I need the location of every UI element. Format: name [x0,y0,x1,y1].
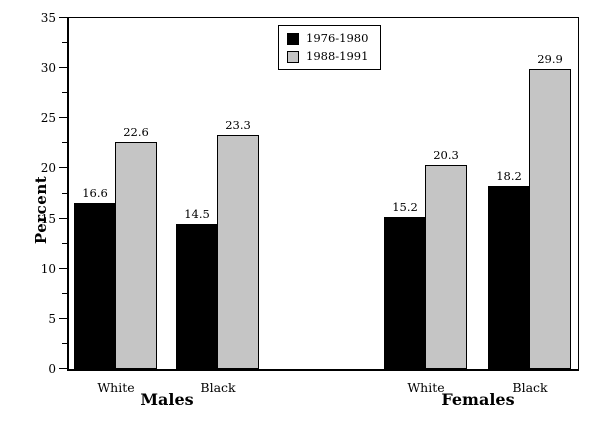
y-axis-tick-label: 30 [40,61,56,76]
x-axis-category-label: Black [200,380,236,395]
bar-females-white-1988-1991 [425,165,467,369]
y-axis-tick-label: 5 [48,311,56,326]
bar-value-label: 14.5 [184,207,210,221]
y-axis-major-tick [59,267,67,269]
bar-value-label: 29.9 [537,52,563,66]
bar-females-black-1976-1980 [488,186,530,369]
legend: 1976-1980 1988-1991 [278,25,382,70]
plot-area: Percent 0 5 10 15 20 25 30 35 16.6 14.5 15.2 18.2 22… [32,11,579,409]
y-axis-major-tick [59,317,67,319]
legend-item-1988-1991: 1988-1991 [287,50,368,63]
bar-value-label: 23.3 [225,118,251,132]
bar-value-label: 18.2 [496,169,522,183]
x-axis-category-label: White [407,380,445,395]
y-axis-major-tick [59,167,67,169]
y-axis-minor-tick [62,342,67,344]
y-axis-tick-label: 25 [40,111,56,126]
bar-males-black-1988-1991 [217,135,259,369]
bar-females-white-1976-1980 [384,217,426,369]
y-axis-major-tick [59,67,67,69]
y-axis-major-tick [59,117,67,119]
y-axis-tick-label: 10 [40,261,56,276]
y-axis-major-tick [59,217,67,219]
legend-swatch-1976-1980 [287,32,299,45]
bar-males-white-1988-1991 [115,142,157,369]
bar-value-label: 16.6 [82,186,108,200]
x-axis-category-label: Black [512,380,548,395]
y-axis-minor-tick [62,42,67,44]
y-axis-minor-tick [62,142,67,144]
bar-value-label: 22.6 [123,125,149,139]
y-axis-tick-label: 20 [40,161,56,176]
y-axis-tick-label: 35 [40,11,56,25]
x-axis-group-label: Males [140,390,194,409]
x-axis-category-label: White [97,380,135,395]
legend-label: 1976-1980 [306,31,369,45]
bar-males-white-1976-1980 [74,203,116,369]
y-axis-minor-tick [62,92,67,94]
y-axis-tick-label: 0 [48,362,56,376]
bar-value-label: 15.2 [392,200,418,214]
y-axis-minor-tick [62,192,67,194]
y-axis-minor-tick [62,242,67,244]
y-axis-major-tick [59,368,67,369]
x-axis-group-label: Females [441,390,515,409]
y-axis-tick-label: 15 [40,211,56,226]
legend-swatch-1988-1991 [287,50,299,63]
bar-males-black-1976-1980 [176,224,218,369]
y-axis-major-tick [59,17,67,18]
bar-females-black-1988-1991 [529,69,571,369]
legend-label: 1988-1991 [306,49,369,63]
y-axis-minor-tick [62,292,67,294]
bar-value-label: 20.3 [433,148,459,162]
legend-item-1976-1980: 1976-1980 [287,32,368,45]
y-axis-title: Percent [32,175,50,245]
